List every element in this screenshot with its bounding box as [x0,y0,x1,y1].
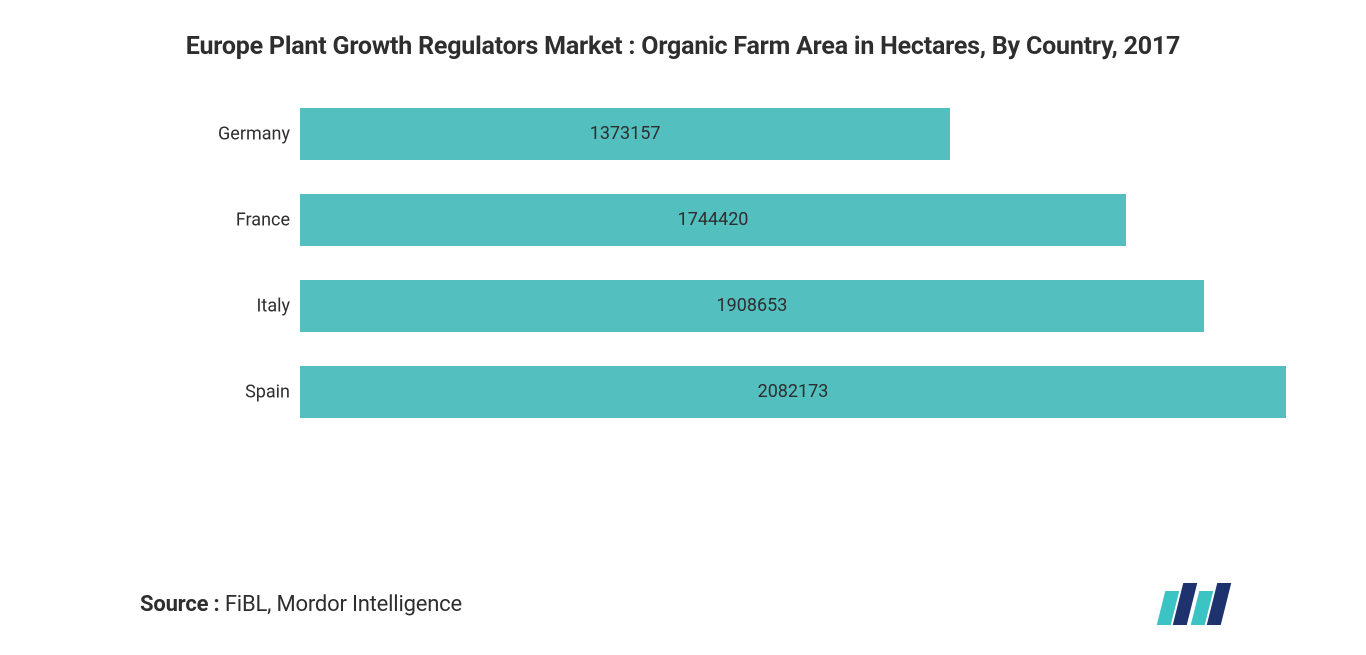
bar-label: Spain [40,381,290,402]
bar-value: 1744420 [678,209,749,230]
chart-footer: Source : FiBL, Mordor Intelligence [0,573,1366,655]
logo-bar [1207,583,1231,625]
bar-label: Germany [40,123,290,144]
bar-row-spain: Spain 2082173 [300,366,1286,418]
bar-label: Italy [40,295,290,316]
chart-title: Europe Plant Growth Regulators Market : … [40,28,1326,76]
bar: 1373157 [300,108,950,160]
bar-value: 2082173 [758,381,829,402]
bar-row-germany: Germany 1373157 [300,108,1286,160]
logo-bars [1161,583,1226,625]
bar: 2082173 [300,366,1286,418]
bar: 1908653 [300,280,1204,332]
bar-value: 1373157 [590,123,661,144]
source-line: Source : FiBL, Mordor Intelligence [140,592,462,617]
source-text: FiBL, Mordor Intelligence [225,592,462,617]
chart-container: Europe Plant Growth Regulators Market : … [0,0,1366,655]
bar-row-italy: Italy 1908653 [300,280,1286,332]
bars-wrap: Germany 1373157 France 1744420 Italy 190… [40,108,1326,418]
mordor-logo-icon [1161,583,1226,625]
bar-label: France [40,209,290,230]
bar-value: 1908653 [717,295,788,316]
bar: 1744420 [300,194,1126,246]
chart-area: Germany 1373157 France 1744420 Italy 190… [40,108,1326,636]
bar-row-france: France 1744420 [300,194,1286,246]
source-label: Source : [140,592,225,617]
